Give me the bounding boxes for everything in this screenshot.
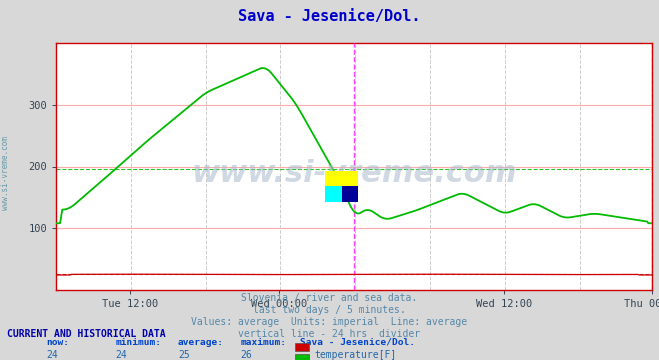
- Bar: [325, 186, 342, 202]
- Text: www.si-vreme.com: www.si-vreme.com: [1, 136, 10, 210]
- Text: Values: average  Units: imperial  Line: average: Values: average Units: imperial Line: av…: [191, 317, 468, 327]
- Text: 24: 24: [46, 350, 58, 360]
- Text: Sava - Jesenice/Dol.: Sava - Jesenice/Dol.: [300, 338, 415, 347]
- Text: temperature[F]: temperature[F]: [314, 350, 397, 360]
- Text: 26: 26: [241, 350, 252, 360]
- Text: average:: average:: [178, 338, 224, 347]
- Text: now:: now:: [46, 338, 69, 347]
- Text: vertical line - 24 hrs  divider: vertical line - 24 hrs divider: [239, 329, 420, 339]
- Bar: [342, 186, 358, 202]
- Bar: [325, 171, 358, 186]
- Text: CURRENT AND HISTORICAL DATA: CURRENT AND HISTORICAL DATA: [7, 329, 165, 339]
- Text: 24: 24: [115, 350, 127, 360]
- Text: maximum:: maximum:: [241, 338, 287, 347]
- Text: Sava - Jesenice/Dol.: Sava - Jesenice/Dol.: [239, 9, 420, 24]
- Text: last two days / 5 minutes.: last two days / 5 minutes.: [253, 305, 406, 315]
- Text: Slovenia / river and sea data.: Slovenia / river and sea data.: [241, 293, 418, 303]
- Text: minimum:: minimum:: [115, 338, 161, 347]
- Text: www.si-vreme.com: www.si-vreme.com: [191, 159, 517, 188]
- Text: 25: 25: [178, 350, 190, 360]
